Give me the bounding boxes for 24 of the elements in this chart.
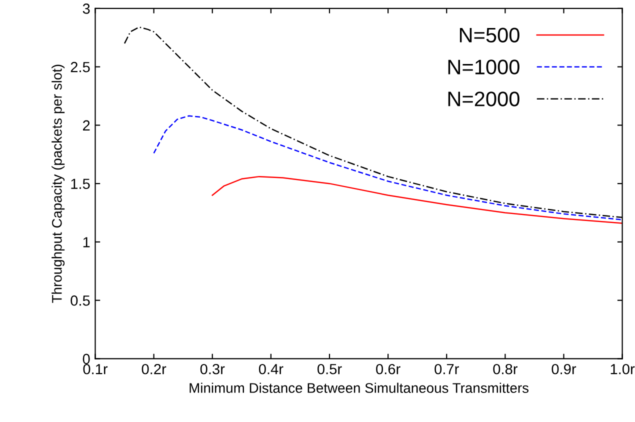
x-tick-label: 0.9r: [552, 364, 576, 374]
x-axis-title: Minimum Distance Between Simultaneous Transmitters: [190, 382, 528, 393]
y-tick-label: 2: [83, 120, 90, 130]
y-tick-label: 1: [83, 237, 90, 248]
y-tick-label: 0.5: [70, 295, 90, 306]
legend-label: N=500: [460, 28, 520, 42]
y-axis-title: Throughput Capacity (packets per slot): [52, 64, 65, 303]
x-tick-label: 0.5r: [318, 364, 342, 374]
legend-label: N=2000: [448, 92, 520, 106]
x-tick-label: 0.4r: [258, 364, 284, 374]
y-tick-label: 0: [82, 354, 90, 364]
x-tick-label: 0.1r: [83, 364, 108, 374]
x-tick-label: 0.6r: [376, 364, 400, 374]
line-series: [212, 176, 622, 224]
x-tick-label: 0.7r: [434, 364, 459, 374]
y-tick-label: 1.5: [71, 178, 90, 189]
legend-label: N=1000: [448, 60, 520, 74]
line-series: [153, 115, 622, 220]
x-tick-label: 0.3r: [200, 364, 225, 374]
x-tick-label: 0.2r: [142, 364, 166, 374]
x-tick-label: 0.8r: [493, 364, 518, 374]
y-tick-label: 2.5: [70, 62, 90, 72]
x-tick-label: 1.0r: [610, 364, 635, 374]
y-tick-label: 3: [82, 4, 90, 14]
